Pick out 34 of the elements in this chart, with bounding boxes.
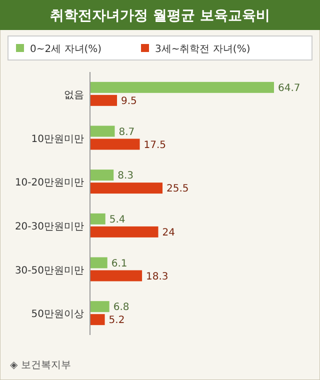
bar	[90, 257, 108, 268]
y-tick-label: 50만원이상	[31, 309, 84, 320]
bar	[90, 226, 158, 238]
bar	[90, 301, 110, 312]
y-tick-label: 30-50만원미만	[14, 265, 84, 276]
data-label: 18.3	[146, 271, 168, 282]
bar	[90, 270, 142, 282]
bar	[90, 82, 274, 93]
legend-label: 3세~취학전 자녀(%)	[155, 44, 250, 55]
data-label: 24	[162, 227, 175, 238]
bar	[90, 213, 106, 224]
y-tick-label: 20-30만원미만	[14, 221, 84, 232]
bar	[90, 314, 105, 326]
bar	[90, 170, 114, 181]
data-label: 8.3	[118, 170, 134, 182]
y-tick-label: 10-20만원미만	[14, 178, 84, 189]
data-label: 5.4	[109, 214, 126, 226]
data-label: 17.5	[144, 140, 166, 151]
legend-label: 0~2세 자녀(%)	[30, 44, 102, 55]
bar	[90, 182, 163, 194]
text: ◈ 보건복지부	[10, 360, 71, 371]
data-label: 8.7	[118, 126, 135, 138]
bar	[90, 138, 140, 150]
data-label: 64.7	[278, 82, 300, 94]
y-tick-label: 없음	[64, 90, 84, 101]
data-label: 9.5	[121, 96, 137, 107]
bar	[90, 126, 115, 137]
bar	[90, 94, 118, 106]
data-label: 6.8	[113, 302, 130, 314]
chart-title: 취학전자녀가정 월평균 보육교육비	[50, 8, 270, 24]
data-label: 25.5	[166, 184, 189, 195]
y-tick-label: 10만원미만	[31, 134, 84, 145]
data-label: 6.1	[111, 258, 128, 270]
data-label: 5.2	[108, 315, 125, 326]
